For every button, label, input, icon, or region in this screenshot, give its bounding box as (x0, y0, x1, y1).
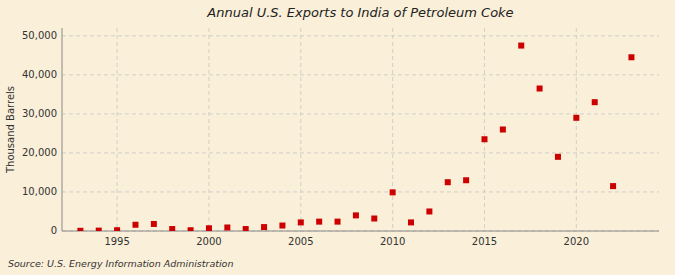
y-tick-label: 40,000 (22, 69, 57, 80)
point (500, 127, 506, 133)
point (206, 225, 212, 231)
x-tick-label: 1995 (104, 236, 129, 247)
y-grid-line (62, 35, 659, 36)
x-grid-line (117, 28, 118, 231)
source-note: Source: U.S. Energy Information Administ… (8, 258, 233, 269)
x-grid-line (576, 28, 577, 231)
point (390, 189, 396, 195)
chart: 0 10,000 20,000 30,000 40,000 50,000 1995 2000 2… (0, 0, 675, 275)
point (298, 219, 304, 225)
point (151, 221, 157, 227)
point (335, 219, 341, 225)
grid (62, 28, 659, 231)
point (628, 54, 634, 60)
y-grid-line (62, 113, 659, 114)
point (96, 228, 102, 231)
point (573, 115, 579, 121)
y-tick-label: 0 (51, 225, 57, 236)
point (114, 227, 120, 231)
point (188, 227, 194, 231)
y-grid-line (62, 231, 659, 232)
point (610, 183, 616, 189)
point (518, 43, 524, 49)
y-tick-label: 30,000 (22, 108, 57, 119)
x-axis-line (62, 231, 659, 232)
x-grid-line (208, 28, 209, 231)
y-tick-label: 50,000 (22, 30, 57, 41)
title: Annual U.S. Exports to India of Petroleu… (206, 5, 513, 20)
x-tick-label: 2015 (472, 236, 497, 247)
point (316, 219, 322, 225)
point (481, 136, 487, 142)
x-tick-label: 2000 (196, 236, 221, 247)
point (445, 179, 451, 185)
point (77, 228, 83, 231)
x-grid-line (300, 28, 301, 231)
point (279, 223, 285, 229)
x-grid-line (484, 28, 485, 231)
point (371, 216, 377, 222)
points (77, 43, 634, 231)
y-tick-label: 20,000 (22, 147, 57, 158)
y-grid-line (62, 191, 659, 192)
background (0, 0, 675, 275)
point (592, 99, 598, 105)
point (261, 224, 267, 230)
y-grid-line (62, 152, 659, 153)
point (463, 177, 469, 183)
point (132, 222, 138, 228)
point (243, 226, 249, 231)
x-tick-label: 2010 (380, 236, 405, 247)
point (555, 154, 561, 160)
y-axis-line (62, 28, 63, 231)
point (353, 212, 359, 218)
point (408, 219, 414, 225)
point (537, 86, 543, 92)
point (169, 226, 175, 231)
y-axis-label: Thousand Barrels (5, 86, 16, 174)
x-tick-label: 2005 (288, 236, 313, 247)
point (426, 208, 432, 214)
x-grid-line (392, 28, 393, 231)
y-tick-label: 10,000 (22, 186, 57, 197)
y-grid-line (62, 74, 659, 75)
point (224, 224, 230, 230)
x-tick-label: 2020 (564, 236, 589, 247)
